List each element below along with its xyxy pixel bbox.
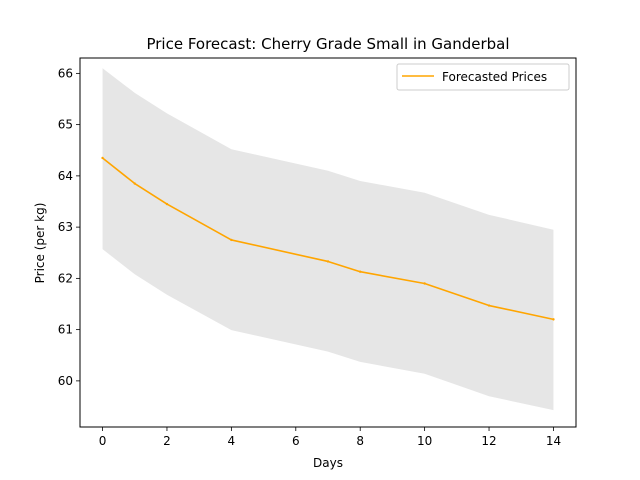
- x-tick-label: 14: [546, 434, 561, 448]
- data-point: [487, 304, 491, 307]
- x-tick-label: 4: [228, 434, 236, 448]
- x-axis-label: Days: [313, 456, 343, 470]
- x-tick-label: 10: [417, 434, 432, 448]
- plot-area: 0 2 4 6 8 10 12 14 60 61 62 63 64 65 66: [58, 57, 577, 448]
- x-tick-label: 12: [481, 434, 496, 448]
- y-tick-label: 61: [58, 323, 73, 337]
- data-point: [423, 282, 426, 285]
- legend: Forecasted Prices: [396, 63, 570, 91]
- data-point: [552, 318, 555, 321]
- data-point: [165, 202, 169, 206]
- x-tick-label: 8: [356, 434, 364, 448]
- x-tick-label: 6: [292, 434, 300, 448]
- y-tick-label: 62: [58, 271, 73, 285]
- x-tick-label: 0: [99, 434, 107, 448]
- y-tick-label: 63: [58, 220, 73, 234]
- y-tick-label: 60: [58, 374, 73, 388]
- legend-box: [396, 63, 570, 91]
- data-point: [326, 260, 330, 263]
- data-point: [359, 270, 362, 273]
- legend-label: Forecasted Prices: [442, 70, 547, 84]
- y-tick-label: 66: [58, 66, 73, 80]
- y-tick-label: 64: [58, 169, 73, 183]
- axes-frame: [79, 57, 577, 428]
- chart-title: Price Forecast: Cherry Grade Small in Ga…: [146, 35, 509, 53]
- confidence-band: [102, 68, 554, 411]
- y-tick-label: 65: [58, 118, 73, 132]
- data-point: [101, 156, 104, 160]
- x-tick-label: 2: [163, 434, 171, 448]
- data-point: [133, 182, 136, 185]
- data-point: [230, 238, 233, 242]
- y-axis-label: Price (per kg): [33, 203, 47, 284]
